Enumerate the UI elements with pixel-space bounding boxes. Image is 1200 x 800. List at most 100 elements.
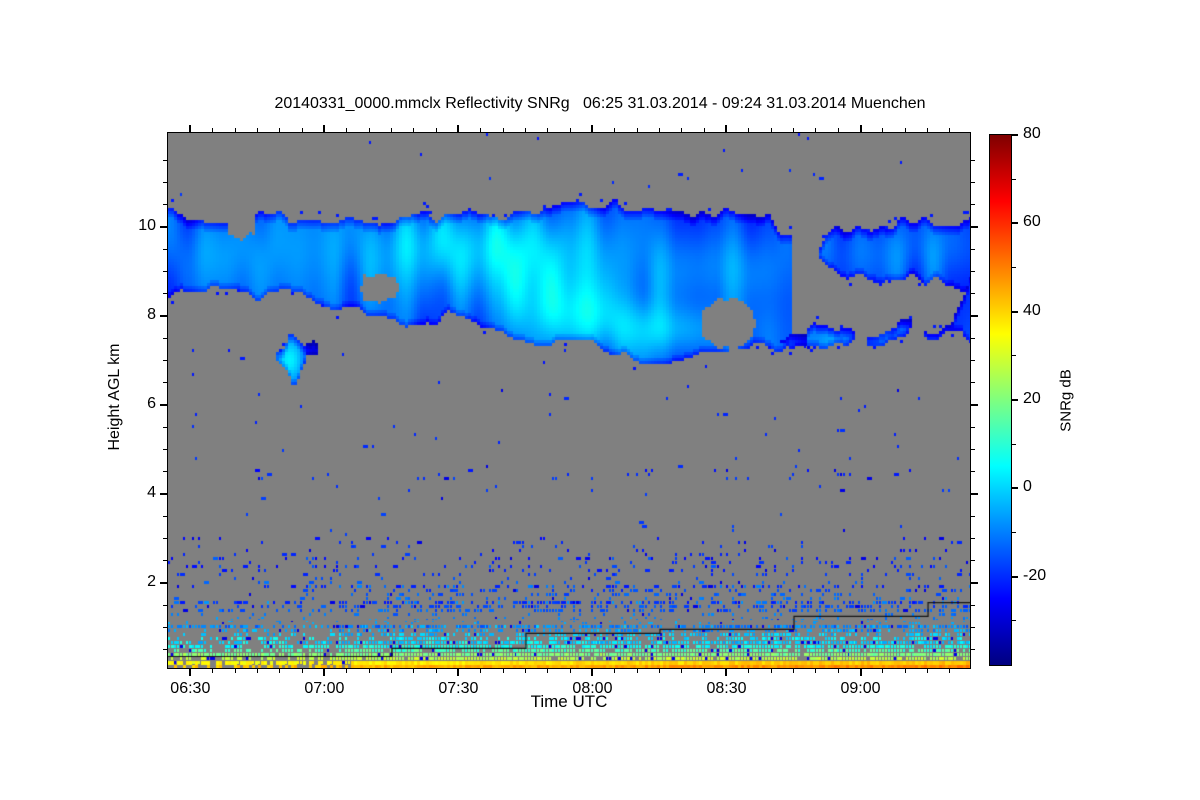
tick-mark [323, 125, 326, 133]
tick-mark [591, 668, 594, 676]
tick-mark [793, 668, 794, 673]
tick-mark [970, 627, 975, 628]
colorbar-tick-label: -20 [1023, 566, 1047, 584]
tick-mark [837, 668, 839, 673]
tick-mark [256, 128, 258, 133]
tick-mark [524, 128, 526, 133]
tick-mark [234, 668, 236, 673]
tick-mark [569, 668, 571, 673]
reflectivity-heatmap-canvas [168, 133, 970, 668]
tick-mark [970, 337, 975, 339]
tick-mark [163, 538, 168, 539]
tick-mark [591, 125, 594, 133]
tick-mark [658, 668, 660, 673]
tick-mark [793, 128, 794, 133]
tick-mark [725, 125, 728, 133]
y-tick-label: 6 [147, 395, 156, 412]
tick-mark [234, 128, 236, 133]
tick-mark [189, 668, 192, 676]
tick-mark [163, 649, 168, 651]
tick-mark [970, 649, 975, 651]
tick-mark [837, 128, 839, 133]
tick-mark [1012, 532, 1016, 533]
tick-mark [770, 668, 772, 673]
tick-mark [970, 582, 978, 584]
colorbar [989, 134, 1012, 666]
x-tick-label: 08:00 [572, 680, 613, 697]
tick-mark [970, 293, 975, 295]
tick-mark [1012, 267, 1016, 268]
tick-mark [1012, 399, 1018, 401]
tick-mark [949, 128, 951, 133]
tick-mark [368, 668, 370, 673]
tick-mark [927, 668, 929, 673]
tick-mark [301, 668, 303, 673]
x-axis-label: Time UTC [530, 692, 608, 711]
tick-mark [346, 128, 348, 133]
tick-mark [970, 226, 978, 228]
tick-mark [725, 668, 728, 676]
tick-mark [970, 538, 975, 539]
tick-mark [970, 515, 975, 517]
tick-mark [502, 128, 504, 133]
plot-title: 20140331_0000.mmclx Reflectivity SNRg 06… [274, 95, 926, 112]
tick-mark [681, 668, 683, 673]
tick-mark [323, 668, 326, 676]
x-tick-label: 09:00 [840, 680, 881, 697]
y-tick-label: 8 [147, 306, 156, 323]
tick-mark [368, 128, 370, 133]
tick-mark [1012, 222, 1018, 225]
tick-mark [1012, 620, 1016, 622]
colorbar-tick-label: 0 [1023, 478, 1032, 496]
colorbar-tick-label: 40 [1023, 301, 1041, 319]
tick-mark [457, 668, 460, 676]
tick-mark [163, 382, 168, 384]
tick-mark [163, 627, 168, 628]
tick-mark [160, 493, 168, 495]
x-tick-label: 07:30 [438, 680, 479, 697]
tick-mark [189, 125, 192, 133]
tick-mark [502, 668, 504, 673]
tick-mark [163, 204, 168, 206]
tick-mark [970, 471, 975, 473]
tick-mark [703, 668, 705, 673]
tick-mark [970, 449, 975, 450]
tick-mark [636, 128, 638, 133]
tick-mark [212, 128, 214, 133]
tick-mark [815, 668, 817, 673]
tick-mark [859, 125, 862, 133]
tick-mark [970, 315, 978, 317]
x-tick-label: 07:00 [304, 680, 345, 697]
tick-mark [1012, 575, 1018, 578]
colorbar-tick-label: 80 [1023, 125, 1041, 142]
tick-mark [970, 182, 975, 183]
y-tick-label: 2 [147, 573, 156, 590]
tick-mark [413, 668, 415, 673]
tick-mark [770, 128, 772, 133]
tick-mark [163, 360, 168, 361]
tick-mark [970, 560, 975, 562]
tick-mark [970, 604, 975, 606]
tick-mark [614, 668, 616, 673]
tick-mark [970, 426, 975, 428]
tick-mark [748, 128, 750, 133]
tick-mark [457, 125, 460, 133]
tick-mark [163, 471, 168, 473]
tick-mark [748, 668, 750, 673]
tick-mark [160, 226, 168, 228]
tick-mark [1012, 487, 1018, 490]
tick-mark [279, 128, 281, 133]
tick-mark [163, 515, 168, 517]
tick-mark [163, 159, 168, 161]
tick-mark [904, 668, 906, 673]
tick-mark [160, 315, 168, 317]
tick-mark [160, 582, 168, 584]
tick-mark [815, 128, 817, 133]
colorbar-tick-label: 20 [1023, 390, 1041, 407]
tick-mark [681, 128, 683, 133]
tick-mark [163, 293, 168, 295]
tick-mark [163, 604, 168, 606]
tick-mark [163, 449, 168, 450]
x-tick-label: 08:30 [706, 680, 747, 697]
